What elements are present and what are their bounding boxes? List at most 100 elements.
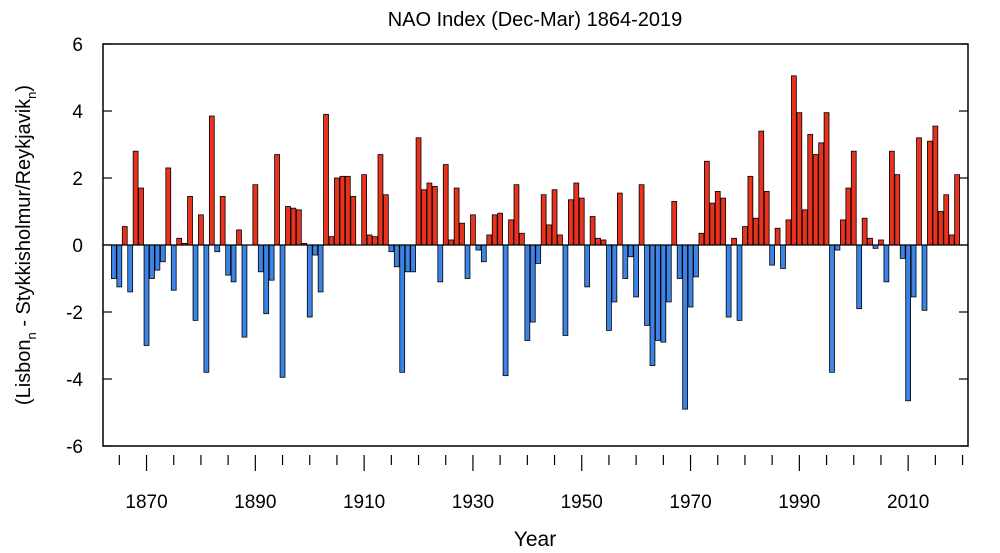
bar-1897 — [290, 207, 297, 246]
bar-1957 — [616, 192, 623, 246]
bar-1865 — [116, 244, 123, 288]
bar-2017 — [943, 194, 950, 246]
bar-1939 — [519, 232, 525, 246]
bar-1905 — [334, 177, 340, 246]
bar-1969 — [682, 244, 688, 410]
bar-1971 — [693, 244, 699, 278]
bar-1979 — [736, 244, 743, 321]
bar-1898 — [295, 209, 302, 246]
bar-1911 — [366, 234, 373, 246]
bar-1923 — [432, 185, 438, 246]
bar-2007 — [888, 150, 895, 246]
bar-1975 — [714, 190, 721, 246]
bar-1920 — [415, 137, 422, 246]
bar-1871 — [149, 244, 155, 279]
bar-1873 — [159, 244, 166, 263]
bar-1995 — [823, 112, 830, 246]
bar-1879 — [192, 244, 199, 321]
bar-1918 — [404, 244, 411, 273]
bar-1951 — [584, 244, 591, 288]
bar-1966 — [665, 244, 672, 303]
bar-1955 — [606, 244, 612, 331]
bar-2006 — [883, 244, 890, 283]
bar-1981 — [747, 175, 754, 246]
bar-1958 — [622, 244, 629, 279]
x-tick-label: 1930 — [452, 492, 494, 513]
bar-2008 — [894, 174, 901, 246]
bar-1977 — [725, 244, 732, 318]
bar-1944 — [546, 224, 552, 246]
y-label-part: (Lisbon — [13, 339, 35, 405]
bar-1938 — [513, 184, 520, 246]
bar-2019 — [954, 174, 960, 246]
bar-1869 — [138, 187, 144, 246]
bar-1954 — [600, 239, 607, 246]
bar-1906 — [339, 175, 346, 246]
bar-1910 — [361, 174, 367, 246]
bar-1933 — [486, 234, 493, 246]
bar-1880 — [198, 214, 204, 246]
bar-1963 — [649, 244, 656, 366]
x-tick-label: 1950 — [561, 492, 603, 513]
y-axis: -6 -4 -2 0 2 4 6 — [66, 35, 968, 458]
bar-1946 — [557, 234, 563, 246]
bar-1952 — [589, 216, 596, 246]
bar-1978 — [731, 237, 737, 246]
bar-1956 — [611, 244, 618, 303]
bar-2018 — [948, 234, 955, 246]
bar-2001 — [856, 244, 863, 310]
bar-1927 — [453, 187, 460, 246]
bar-1949 — [573, 182, 580, 246]
bar-1990 — [796, 112, 803, 246]
bar-1973 — [704, 160, 710, 246]
bar-1888 — [241, 244, 248, 338]
bar-1872 — [154, 244, 161, 271]
bar-1991 — [801, 209, 808, 246]
bar-1982 — [752, 217, 759, 246]
chart-title: NAO Index (Dec-Mar) 1864-2019 — [388, 9, 683, 31]
bar-1922 — [426, 182, 433, 246]
y-tick-label: -4 — [66, 370, 83, 391]
bar-1915 — [388, 244, 395, 253]
bar-1959 — [627, 244, 634, 258]
bars-group — [111, 75, 960, 410]
bar-1876 — [176, 237, 183, 246]
y-tick-label: 0 — [72, 236, 83, 257]
x-tick-label: 1870 — [125, 492, 167, 513]
y-axis-label: (Lisbonn - Stykkisholmur/Reykjavikn) — [13, 85, 39, 405]
y-label-subscript: n — [24, 92, 39, 99]
bar-1996 — [829, 244, 835, 373]
bar-1999 — [845, 187, 852, 246]
bar-1942 — [535, 244, 542, 264]
y-label-part: - Stykkisholmur/Reykjavik — [13, 98, 35, 332]
y-tick-label: -2 — [66, 303, 83, 324]
bar-1907 — [344, 175, 351, 246]
bar-1962 — [644, 244, 650, 326]
bar-1961 — [638, 184, 645, 246]
bar-1989 — [791, 75, 797, 246]
bar-1926 — [448, 239, 455, 246]
bar-1891 — [257, 244, 264, 273]
bar-1967 — [671, 201, 678, 246]
bar-1928 — [459, 222, 465, 246]
bar-1994 — [818, 142, 824, 246]
bar-1914 — [383, 194, 389, 246]
bar-2014 — [927, 140, 933, 246]
bar-1883 — [214, 244, 221, 253]
bar-1893 — [268, 244, 275, 281]
y-tick-label: 2 — [72, 169, 83, 190]
x-tick-label: 2010 — [887, 492, 929, 513]
bar-1968 — [676, 244, 683, 279]
y-tick-label: -6 — [66, 437, 83, 458]
bar-1983 — [758, 130, 765, 246]
bar-1932 — [480, 244, 487, 263]
bar-2005 — [878, 239, 884, 246]
bar-1931 — [475, 244, 482, 251]
y-tick-label: 6 — [72, 35, 83, 56]
bar-1866 — [121, 226, 128, 246]
bar-1885 — [225, 244, 231, 276]
bar-1940 — [524, 244, 531, 341]
y-label-part: ) — [13, 85, 35, 92]
bar-1864 — [111, 244, 117, 279]
